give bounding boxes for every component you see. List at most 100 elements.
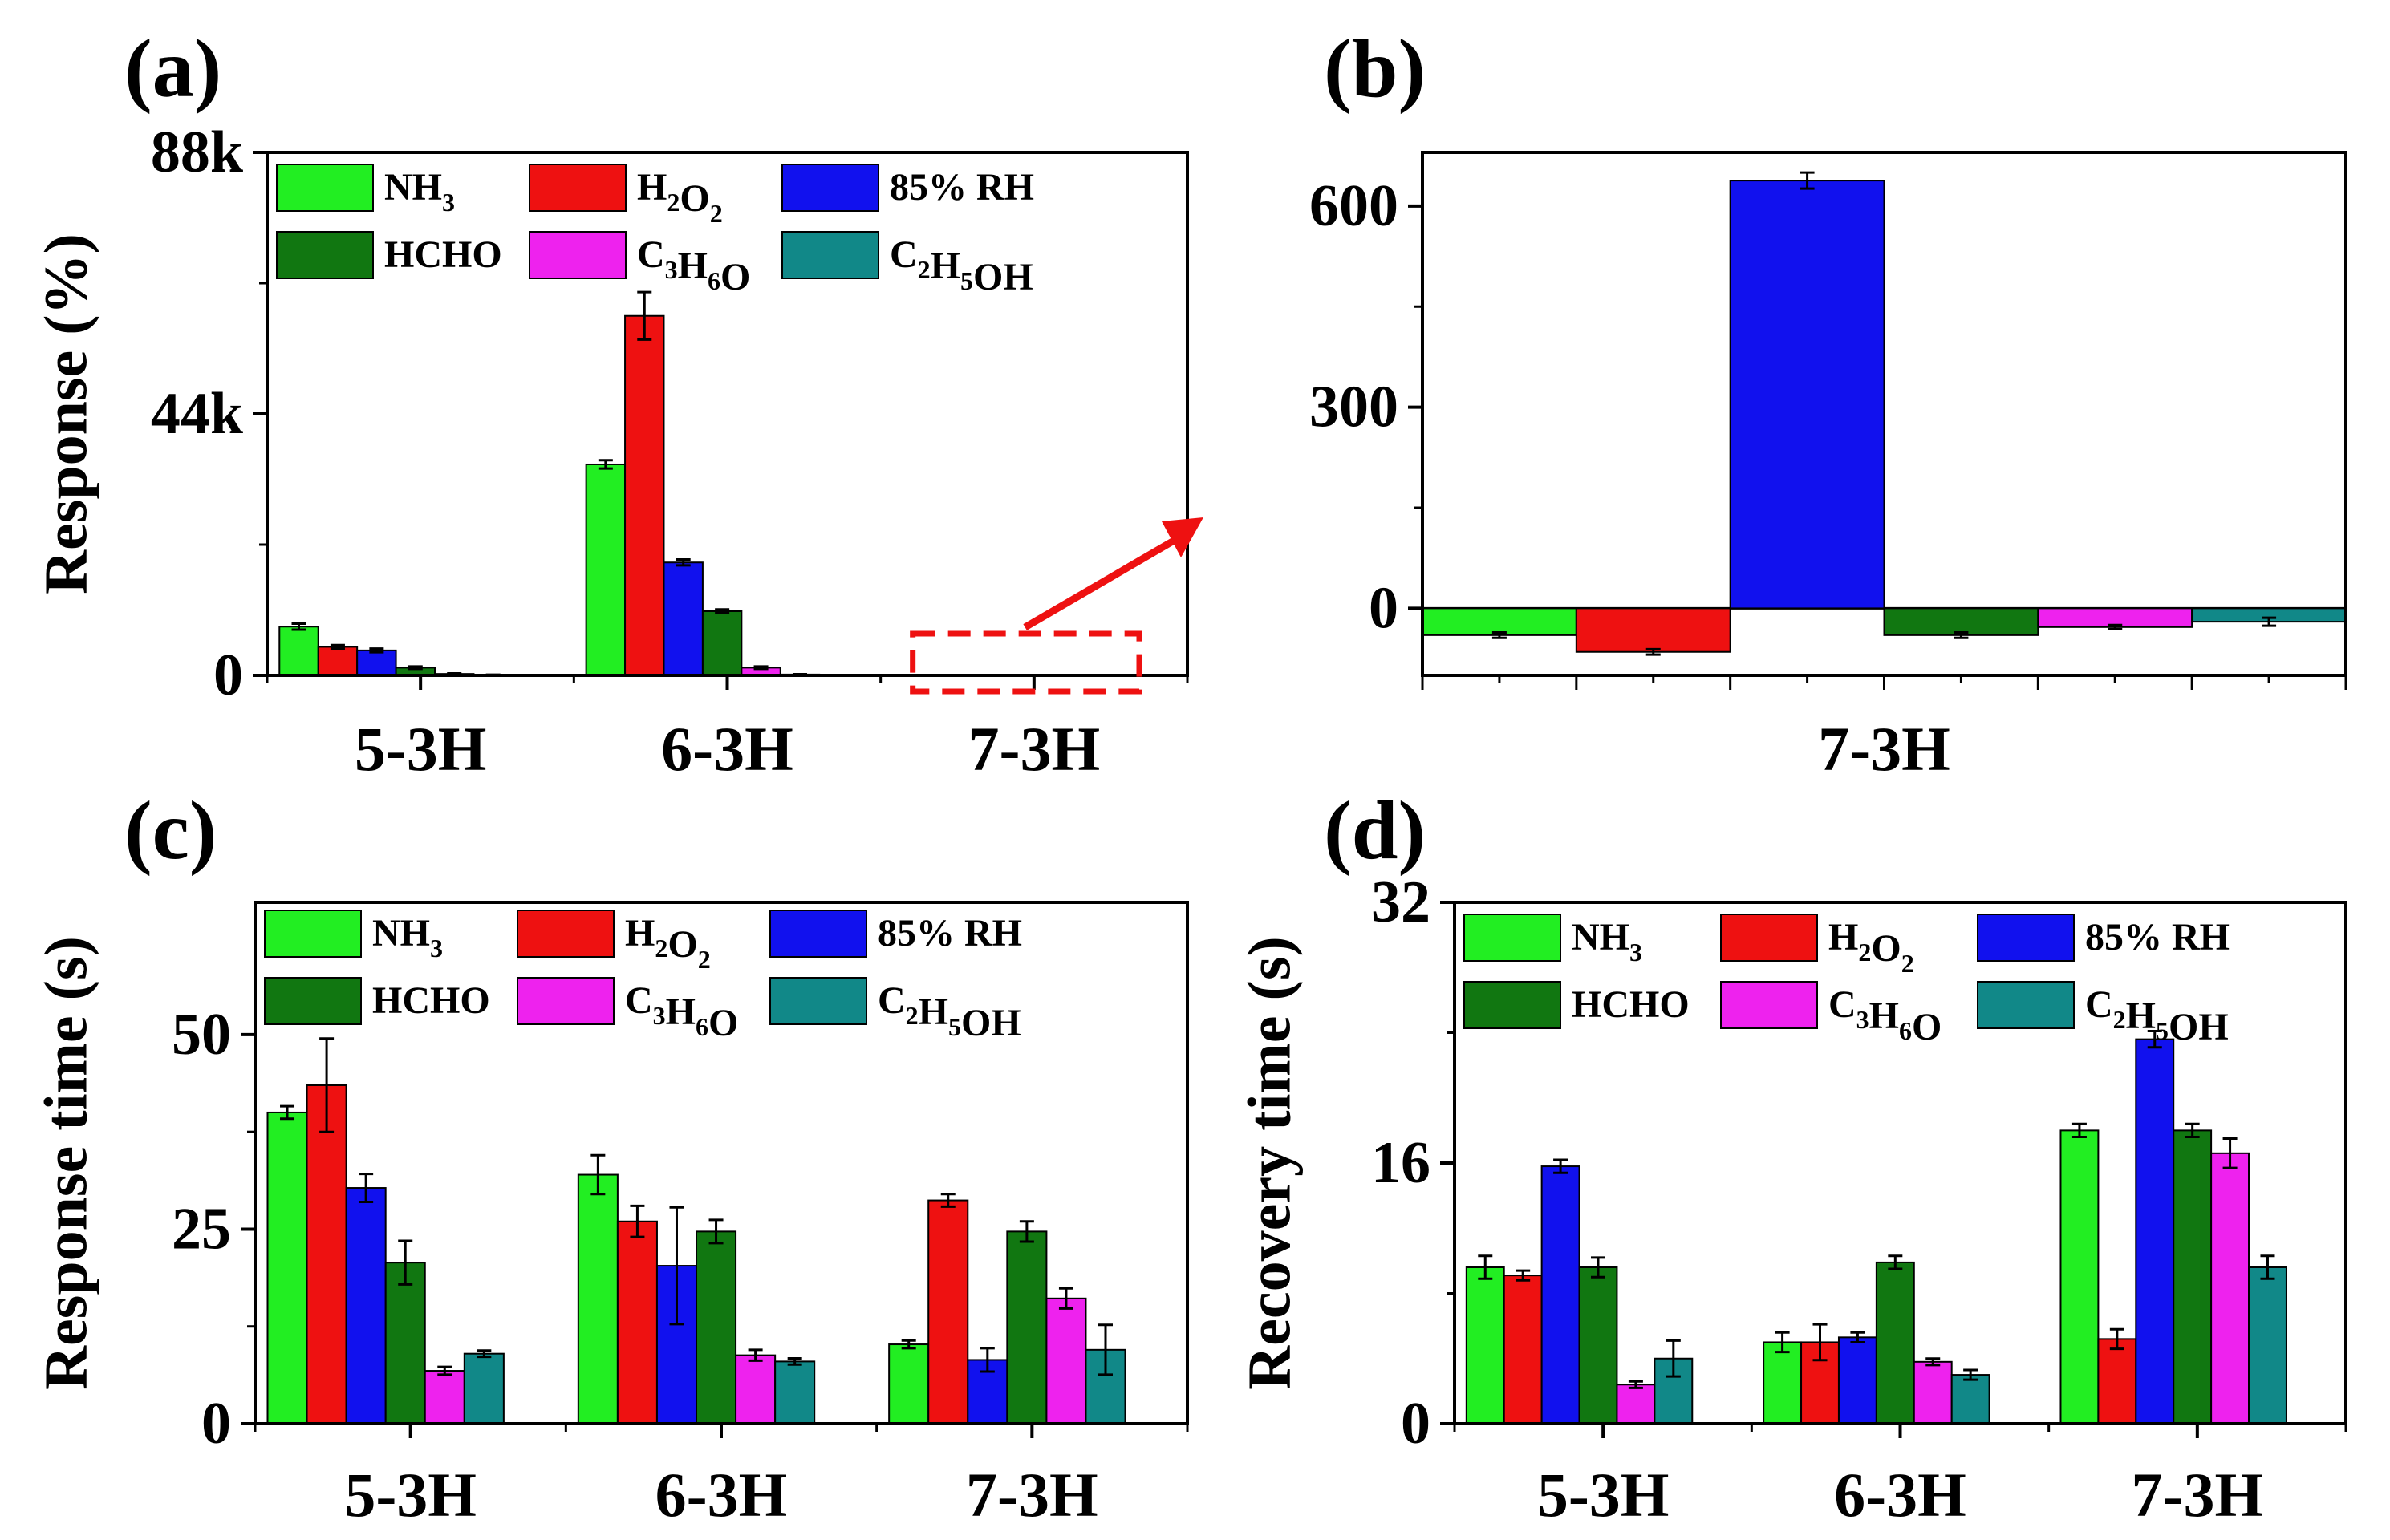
legend-text: O — [1871, 927, 1901, 970]
x-tick-label: 6-3H — [655, 1460, 788, 1530]
legend-text: OH — [2169, 1006, 2229, 1048]
bar-h2o2 — [1503, 1275, 1543, 1424]
bar-c2h5oh — [1950, 1374, 1990, 1424]
legend-text: H — [625, 912, 655, 954]
x-tick-label: 7-3H — [968, 714, 1101, 784]
legend-text: OH — [973, 256, 1033, 298]
legend-label: NH3 — [372, 912, 443, 962]
x-tick-label: 5-3H — [344, 1460, 477, 1530]
legend-label: C3H6O — [637, 233, 750, 298]
zoom-arrow-line — [1023, 534, 1182, 630]
legend-text: H — [1869, 995, 1899, 1037]
y-axis-label: Response time (s) — [32, 936, 99, 1390]
legend-text: NH — [384, 166, 442, 209]
legend-swatch — [1463, 914, 1561, 962]
bar-c3h6o — [1616, 1384, 1656, 1424]
bar-c3h6o — [1913, 1360, 1953, 1424]
bar-85rh — [663, 561, 704, 677]
legend-subscript: 5 — [2156, 1016, 2169, 1045]
legend-text: NH — [372, 912, 430, 954]
bar-c2h5oh — [774, 1360, 816, 1424]
bar-c3h6o — [424, 1370, 465, 1425]
legend-swatch — [529, 164, 627, 212]
legend-text: C — [625, 979, 653, 1022]
legend-swatch — [264, 977, 362, 1025]
legend-swatch — [529, 231, 627, 279]
legend-text: NH — [1572, 916, 1629, 958]
panel-b: (b) 0 300 600 7-3H — [1309, 22, 2347, 784]
y-tick-label: 25 — [172, 1196, 231, 1262]
legend-text: HCHO — [372, 979, 490, 1022]
legend-label: HCHO — [372, 979, 490, 1022]
highlight-box — [910, 630, 1142, 695]
legend-text: C — [878, 979, 906, 1022]
x-tick-label: 7-3H — [966, 1460, 1098, 1530]
bar-c2h5oh — [2248, 1266, 2287, 1424]
x-tick-label: 7-3H — [2132, 1460, 2264, 1530]
bar-nh3 — [1422, 607, 1577, 636]
y-tick-label: 300 — [1309, 375, 1398, 440]
y-axis-label: Recovery time (s) — [1236, 936, 1303, 1389]
legend-label: C2H5OH — [878, 979, 1021, 1044]
legend-label: 85% RH — [2085, 916, 2230, 958]
legend-label: H2O2 — [637, 166, 723, 228]
y-tick-label: 0 — [1369, 575, 1398, 641]
bar-h2o2 — [624, 314, 665, 676]
bar-85rh — [1729, 180, 1885, 610]
y-tick-label: 44k — [151, 381, 244, 447]
legend-swatch — [1720, 914, 1818, 962]
y-tick-label: 0 — [213, 642, 243, 708]
x-tick-label: 6-3H — [661, 714, 793, 784]
bar-nh3 — [278, 626, 319, 677]
bar-c3h6o — [2210, 1152, 2250, 1424]
y-tick-label: 0 — [201, 1391, 231, 1457]
zoom-arrow-head — [1162, 517, 1203, 557]
legend-label: C2H5OH — [2085, 983, 2229, 1048]
x-tick-label: 7-3H — [1818, 714, 1950, 784]
y-tick-label: 0 — [1401, 1391, 1430, 1457]
legend-text: C — [2085, 983, 2113, 1026]
legend-text: O — [680, 177, 709, 220]
legend-subscript: 2 — [1901, 949, 1914, 978]
y-tick-label: 600 — [1309, 173, 1398, 239]
legend-text: H — [637, 166, 667, 209]
legend-label: NH3 — [1572, 916, 1642, 967]
bar-c2h5oh — [463, 1352, 505, 1424]
bar-hcho — [384, 1262, 426, 1424]
bar-c3h6o — [1045, 1297, 1087, 1425]
legend-subscript: 2 — [2113, 1005, 2126, 1034]
panel-label: (a) — [124, 22, 221, 115]
legend-text: HCHO — [384, 233, 502, 276]
legend-subscript: 5 — [948, 1012, 961, 1041]
legend-subscript: 3 — [1629, 938, 1642, 967]
bar-85rh — [2135, 1038, 2175, 1424]
legend-subscript: 2 — [906, 1001, 919, 1030]
legend-swatch — [781, 231, 879, 279]
legend-subscript: 3 — [665, 255, 678, 284]
legend-subscript: 2 — [698, 945, 711, 974]
x-tick-label: 5-3H — [355, 714, 487, 784]
legend-swatch — [769, 910, 867, 958]
legend-subscript: 5 — [960, 266, 973, 295]
legend-swatch — [1977, 914, 2075, 962]
legend-swatch — [1977, 981, 2075, 1029]
y-tick-label: 16 — [1371, 1130, 1430, 1196]
legend-text: C — [637, 233, 665, 276]
legend-text: O — [720, 256, 750, 298]
bar-c3h6o — [735, 1354, 777, 1424]
y-tick-label: 50 — [172, 1002, 231, 1068]
legend-subscript: 6 — [708, 266, 720, 295]
legend-text: H — [666, 991, 696, 1033]
bar-h2o2 — [306, 1084, 347, 1425]
bar-85rh — [345, 1187, 387, 1425]
panel-label: (b) — [1324, 22, 1426, 115]
legend-subscript: 2 — [667, 188, 680, 217]
legend-text: C — [1828, 983, 1856, 1026]
legend-text: O — [708, 1002, 738, 1044]
legend-swatch — [517, 910, 615, 958]
x-tick-label: 6-3H — [1834, 1460, 1966, 1530]
legend-label: HCHO — [384, 233, 502, 276]
